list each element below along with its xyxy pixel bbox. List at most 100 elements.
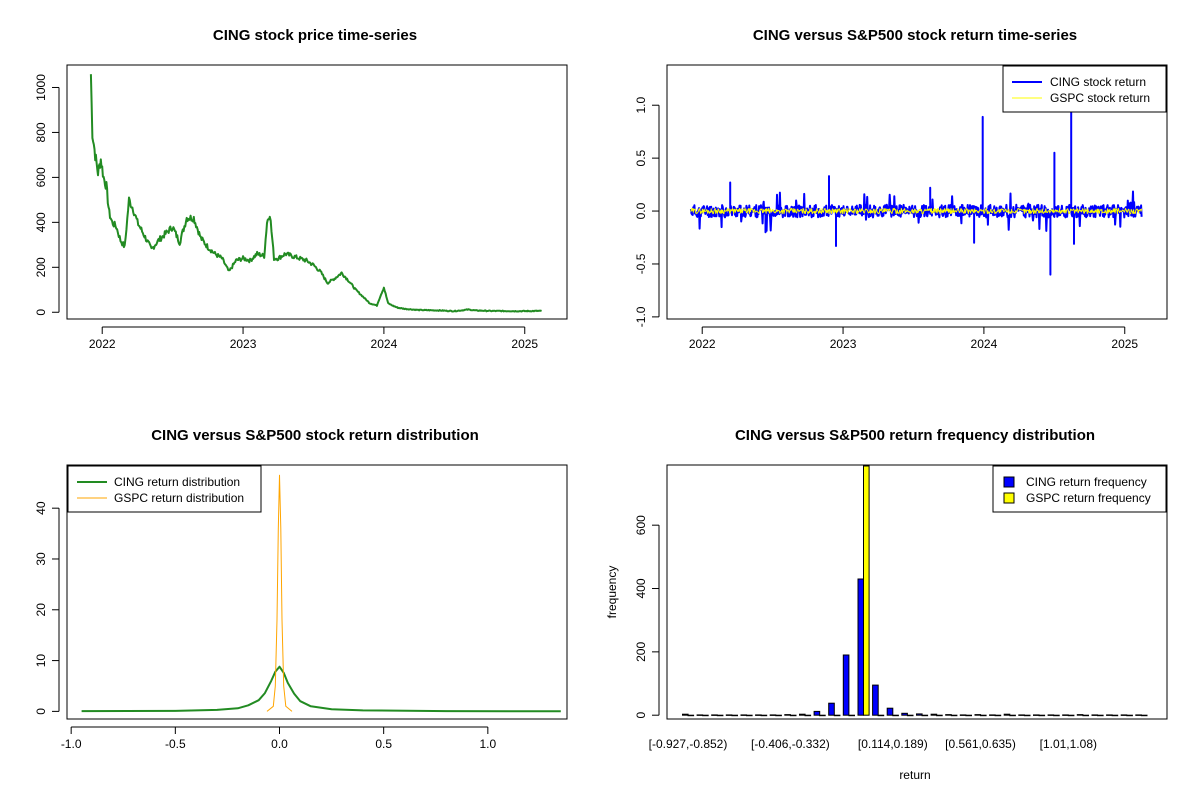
p4-cing-bar bbox=[1003, 713, 1011, 716]
p3-x-tick-label: 0.5 bbox=[375, 737, 392, 751]
p4-gspc-bar bbox=[936, 714, 943, 717]
p4-gspc-bar bbox=[950, 714, 958, 717]
p4-cing-bar bbox=[857, 578, 865, 716]
p3-y-tick-label: 0 bbox=[34, 708, 48, 715]
p3-x-tick-label: -0.5 bbox=[165, 737, 186, 751]
p4-cing-bar bbox=[828, 702, 835, 716]
p2-y-tick-label: -0.5 bbox=[634, 253, 648, 274]
p2-x-tick-label: 2024 bbox=[971, 337, 998, 351]
p4-cing-bar bbox=[755, 714, 762, 716]
p4-cing-bar bbox=[974, 714, 982, 716]
p4-cing-bar bbox=[1120, 714, 1128, 716]
p4-gspc-bar bbox=[965, 714, 973, 717]
p4-y-tick-label: 600 bbox=[634, 515, 648, 535]
p4-cing-bar bbox=[1047, 714, 1055, 716]
p3-legend-label-cing: CING return distribution bbox=[114, 475, 240, 489]
p3-plot-area: -1.0 -0.5 0.0 0.5 1.0 0 10 20 30 40 bbox=[34, 474, 561, 751]
p1-x-tick-label: 2024 bbox=[371, 337, 398, 351]
p4-plot-area: 0 200 400 600 [-0.927,-0.852) [-0.406,-0.332)… bbox=[634, 465, 1148, 751]
p4-xlabel: return bbox=[899, 768, 930, 782]
p2-cing-return-line bbox=[689, 110, 1143, 276]
p1-y-tick-label: 1000 bbox=[34, 74, 48, 101]
p3-title: CING versus S&P500 stock return distribu… bbox=[151, 427, 479, 444]
p4-legend-swatch-cing bbox=[1003, 476, 1015, 488]
p4-cing-bar bbox=[1106, 714, 1113, 716]
p4-y-tick-label: 400 bbox=[634, 578, 648, 598]
p4-cing-bar bbox=[740, 714, 748, 716]
p2-y-tick-label: -1.0 bbox=[634, 306, 648, 327]
p3-y-tick-label: 20 bbox=[34, 603, 48, 617]
p4-title: CING versus S&P500 return frequency dist… bbox=[735, 427, 1095, 444]
p3-legend-box bbox=[67, 465, 262, 513]
p1-y-tick-label: 200 bbox=[34, 257, 48, 277]
p4-cing-bar bbox=[886, 707, 894, 716]
p3-x-tick-label: 1.0 bbox=[479, 737, 496, 751]
p4-gspc-bar bbox=[1053, 714, 1060, 717]
p4-gspc-bar bbox=[892, 714, 899, 717]
p3-frame bbox=[66, 464, 568, 720]
p1-title: CING stock price time-series bbox=[213, 27, 417, 44]
p2-plot-area: 2022 2023 2024 2025 -1.0 -0.5 0.0 0.5 1.0 bbox=[634, 97, 1143, 351]
p2-legend-label-gspc: GSPC stock return bbox=[1050, 91, 1150, 105]
p3-x-tick-label: -1.0 bbox=[61, 737, 82, 751]
p4-legend-label-cing: CING return frequency bbox=[1026, 475, 1147, 489]
p4-gspc-bar bbox=[760, 714, 768, 717]
p4-gspc-bar bbox=[980, 714, 987, 717]
p4-cing-bar bbox=[1018, 714, 1025, 716]
p1-price-line bbox=[89, 74, 542, 313]
p3-cing-density-line bbox=[81, 665, 561, 713]
p4-cing-bar bbox=[682, 713, 689, 716]
p4-cing-bar bbox=[696, 714, 704, 716]
p1-y-tick-label: 0 bbox=[34, 309, 48, 316]
p1-y-tick-label: 600 bbox=[34, 167, 48, 187]
p4-cing-bar bbox=[945, 714, 952, 716]
p1-y-tick-label: 800 bbox=[34, 122, 48, 142]
p4-cing-bar bbox=[813, 710, 821, 716]
p4-cing-bar bbox=[711, 714, 718, 716]
p4-y-tick-label: 0 bbox=[634, 712, 648, 719]
p4-cing-bar bbox=[1091, 714, 1099, 716]
p2-legend-box bbox=[1002, 65, 1167, 113]
p4-x-tick-label: [-0.406,-0.332) bbox=[751, 737, 830, 751]
p4-ylabel: frequency bbox=[605, 566, 619, 619]
p4-cing-bar bbox=[901, 712, 908, 716]
p4-gspc-bar bbox=[1140, 714, 1148, 717]
p2-x-tick-label: 2023 bbox=[830, 337, 857, 351]
p4-gspc-bar bbox=[1023, 714, 1031, 717]
p4-cing-bar bbox=[725, 714, 733, 716]
p2-y-tick-label: 1.0 bbox=[634, 97, 648, 114]
p4-cing-bar bbox=[989, 714, 996, 716]
p4-legend-box bbox=[992, 465, 1167, 513]
p4-cing-bar bbox=[1076, 714, 1084, 716]
p4-y-tick-label: 200 bbox=[634, 642, 648, 662]
p1-plot-area: 2022 2023 2024 2025 0 200 400 600 800 1000 bbox=[34, 74, 542, 351]
p4-gspc-bar bbox=[906, 714, 914, 717]
p4-gspc-bar bbox=[833, 714, 841, 717]
p4-cing-bar bbox=[916, 713, 923, 716]
p4-x-tick-label: [-0.927,-0.852) bbox=[649, 737, 728, 751]
p4-gspc-bar bbox=[716, 714, 724, 717]
p3-legend: CING return distribution GSPC return dis… bbox=[67, 465, 262, 513]
p2-frame bbox=[666, 64, 1168, 320]
p4-cing-bar bbox=[769, 714, 777, 716]
p1-y-tick-label: 400 bbox=[34, 212, 48, 232]
p4-gspc-bar bbox=[775, 714, 782, 717]
p4-legend-swatch-gspc bbox=[1003, 492, 1015, 504]
p2-x-tick-label: 2025 bbox=[1111, 337, 1138, 351]
p2-x-tick-label: 2022 bbox=[689, 337, 716, 351]
p1-x-tick-label: 2025 bbox=[511, 337, 538, 351]
p3-y-tick-label: 30 bbox=[34, 552, 48, 566]
p4-gspc-bar bbox=[877, 714, 885, 717]
p4-gspc-bar bbox=[819, 714, 826, 717]
p4-cing-bar bbox=[784, 714, 791, 716]
p4-gspc-bar bbox=[1111, 714, 1119, 717]
p4-gspc-bar bbox=[804, 714, 812, 717]
p2-legend-label-cing: CING stock return bbox=[1050, 75, 1146, 89]
p4-cing-bar bbox=[1062, 714, 1069, 716]
p3-gspc-density-line bbox=[266, 474, 293, 712]
p4-gspc-bar bbox=[1009, 714, 1016, 717]
p4-legend: CING return frequency GSPC return freque… bbox=[992, 465, 1167, 513]
p2-gspc-return-line bbox=[690, 207, 1143, 215]
p4-gspc-bar bbox=[1097, 714, 1104, 717]
